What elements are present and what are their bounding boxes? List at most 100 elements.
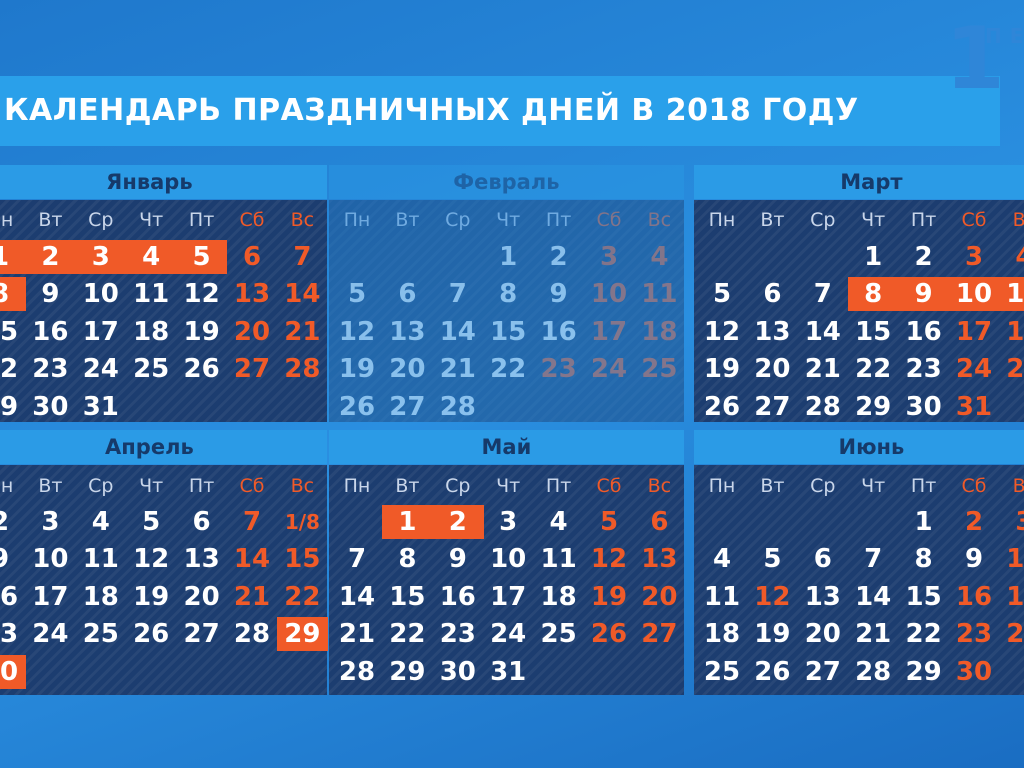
weekday: Чт (139, 475, 164, 497)
day: 22 (855, 354, 892, 385)
day: 22 (905, 619, 942, 650)
day: 31 (82, 391, 119, 422)
day: 28 (233, 619, 271, 650)
day: 11 (703, 581, 741, 612)
weekday: Вт (760, 475, 785, 497)
month-name: Январь (0, 165, 327, 199)
day: 21 (233, 581, 271, 612)
day: 3 (999, 505, 1024, 539)
day: 24 (82, 354, 119, 385)
day: 5 (763, 544, 782, 575)
holiday-highlight (277, 617, 329, 652)
holiday-highlight (898, 277, 950, 312)
day: 27 (804, 656, 841, 687)
day: 23 (0, 619, 19, 650)
month-body (329, 200, 684, 422)
day: 6 (763, 279, 782, 310)
day: 27 (754, 391, 791, 422)
day: 12 (133, 544, 170, 575)
day: 24 (590, 354, 628, 385)
weekday: Чт (139, 209, 164, 231)
day: 20 (804, 619, 841, 650)
day: 18 (82, 581, 119, 612)
weekday: Пт (545, 209, 572, 231)
month-panel: МартПнВтСрЧтПтСбВс1234567891011121314151… (694, 165, 1024, 422)
month-body (694, 200, 1024, 422)
day: 2 (914, 242, 933, 272)
weekday: Пт (910, 209, 937, 231)
day: 4 (549, 507, 568, 537)
day: 3 (499, 507, 518, 537)
day: 18 (641, 316, 678, 347)
day: 24 (32, 619, 69, 650)
weekday: Вс (290, 209, 315, 231)
weekday: Пн (0, 209, 14, 231)
weekday: Ср (445, 209, 471, 231)
holiday-highlight (999, 277, 1024, 312)
day: 7 (864, 544, 883, 575)
weekday: Сб (596, 475, 622, 497)
day: 27 (233, 354, 271, 385)
day: 13 (754, 316, 791, 347)
day: 11 (641, 279, 678, 310)
day: 27 (183, 619, 220, 650)
weekday: Ср (88, 475, 114, 497)
holiday-highlight (25, 240, 77, 274)
day: 23 (955, 619, 993, 650)
weekday: Чт (861, 475, 886, 497)
day: 19 (754, 619, 791, 650)
day: 4 (142, 242, 161, 272)
day: 2 (964, 507, 984, 537)
day: 30 (955, 656, 993, 687)
weekday: Чт (496, 209, 521, 231)
day: 17 (590, 316, 628, 347)
day: 23 (439, 619, 476, 650)
day: 21 (855, 619, 892, 650)
day: 5 (142, 507, 161, 537)
weekday: Вт (38, 475, 63, 497)
holiday-highlight (949, 277, 1000, 312)
day: 17 (1006, 581, 1024, 612)
day: 3 (41, 507, 60, 537)
day: 29 (389, 656, 426, 687)
day: 28 (855, 656, 892, 687)
weekday: Вс (1012, 209, 1024, 231)
day: 10 (1006, 544, 1024, 575)
day: 17 (955, 316, 993, 347)
weekday: Вт (38, 209, 63, 231)
day: 15 (0, 316, 19, 347)
month-body (0, 200, 327, 422)
day: 3 (964, 242, 984, 272)
day: 25 (133, 354, 170, 385)
day: 20 (183, 581, 220, 612)
day: 3 (91, 242, 110, 272)
day: 6 (813, 544, 832, 575)
weekday: Вс (290, 475, 315, 497)
day: 29 (284, 619, 321, 650)
weekday: Сб (239, 209, 265, 231)
weekday: Вс (647, 475, 672, 497)
weekday: Чт (861, 209, 886, 231)
day: 31 (955, 391, 993, 422)
day: 4 (999, 240, 1024, 274)
day: 25 (703, 656, 741, 687)
day: 8 (914, 544, 933, 575)
weekday: Пн (343, 475, 371, 497)
day: 7 (813, 279, 832, 310)
logo-digit: 1 (945, 9, 1005, 109)
day: 24 (490, 619, 527, 650)
weekday: Сб (961, 209, 987, 231)
weekday: Вс (1012, 475, 1024, 497)
month-body (694, 465, 1024, 695)
day: 30 (905, 391, 942, 422)
day: 2 (448, 507, 467, 537)
day: 9 (964, 544, 984, 575)
day: 11 (540, 544, 577, 575)
day: 15 (855, 316, 892, 347)
day: 28 (338, 656, 376, 687)
day: 6 (192, 507, 211, 537)
weekday: Вт (395, 209, 420, 231)
weekday: Пт (188, 475, 215, 497)
holiday-highlight (126, 240, 178, 274)
month-body (329, 465, 684, 695)
